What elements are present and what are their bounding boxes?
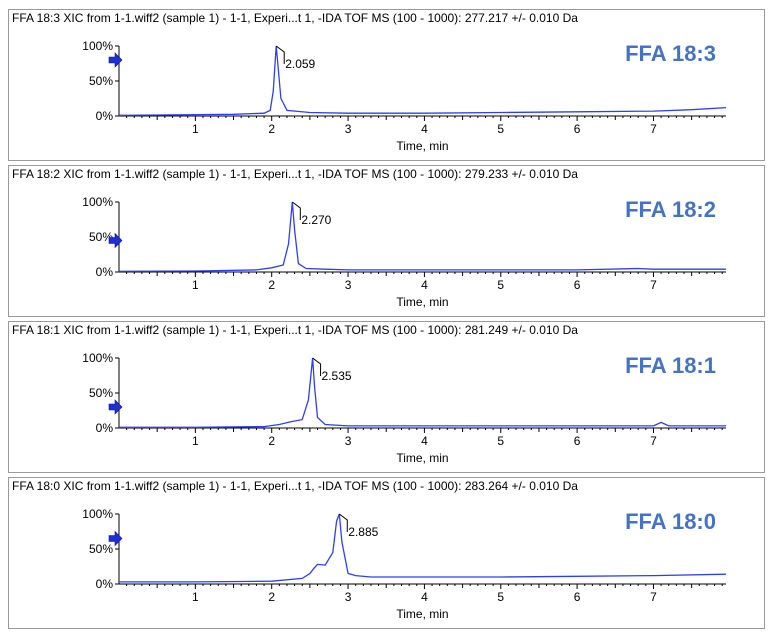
y-tick-label: 50% [89,230,113,244]
x-tick-label: 7 [650,122,657,136]
y-tick-label: 100% [82,39,113,53]
x-tick-label: 3 [345,590,352,604]
x-axis-label: Time, min [396,295,448,309]
y-tick-label: 50% [89,386,113,400]
peak-label: 2.270 [301,213,331,227]
peak-pointer [338,513,348,532]
x-tick-label: 5 [497,590,504,604]
x-tick-label: 2 [268,278,275,292]
chromatogram-panel: FFA 18:2 XIC from 1-1.wiff2 (sample 1) -… [8,165,765,317]
y-tick-label: 0% [96,265,114,279]
y-tick-label: 0% [96,577,114,591]
chart-plot: 1 2 3 4 5 6 7 0% 50% 100% Time, min 2.059 [82,39,727,153]
chromatogram-panel: FFA 18:1 XIC from 1-1.wiff2 (sample 1) -… [8,321,765,473]
x-tick-label: 3 [345,122,352,136]
x-tick-label: 2 [268,434,275,448]
level-marker-arrow-icon [108,399,123,415]
y-tick-label: 100% [82,507,113,521]
xic-trace [119,513,727,583]
x-tick-label: 6 [574,122,581,136]
x-tick-label: 7 [650,434,657,448]
level-marker-arrow-icon [108,530,123,547]
xic-trace [118,45,727,116]
x-tick-label: 1 [192,590,199,604]
peak-label: 2.885 [348,525,378,539]
y-tick-label: 0% [96,109,114,123]
chromatogram-panel: FFA 18:0 XIC from 1-1.wiff2 (sample 1) -… [8,477,765,629]
xic-trace [119,357,726,428]
x-tick-label: 4 [421,278,428,292]
compound-label: FFA 18:1 [625,353,716,378]
x-tick-label: 2 [268,590,275,604]
panel-title: FFA 18:3 XIC from 1-1.wiff2 (sample 1) -… [12,11,578,25]
x-axis-label: Time, min [396,451,448,465]
x-tick-label: 4 [421,434,428,448]
compound-label: FFA 18:0 [625,509,716,534]
x-tick-label: 5 [497,434,504,448]
peak-pointer [312,357,322,376]
x-tick-label: 5 [497,278,504,292]
panel-title: FFA 18:0 XIC from 1-1.wiff2 (sample 1) -… [12,479,578,493]
chart-plot: 1 2 3 4 5 6 7 0% 50% 100% Time, min 2.535 [82,351,726,465]
x-tick-label: 6 [574,590,581,604]
y-tick-label: 100% [82,195,113,209]
x-tick-label: 7 [650,590,657,604]
x-tick-label: 3 [345,434,352,448]
y-tick-label: 100% [82,351,113,365]
x-tick-label: 1 [192,278,199,292]
y-tick-label: 0% [96,421,114,435]
peak-label: 2.535 [322,369,352,383]
x-axis-label: Time, min [396,607,448,621]
peak-pointer [275,45,285,64]
x-tick-label: 4 [421,122,428,136]
peak-label: 2.059 [285,57,315,71]
x-axis-label: Time, min [396,139,448,153]
y-tick-label: 50% [89,542,113,556]
x-tick-label: 6 [574,434,581,448]
panel-title: FFA 18:2 XIC from 1-1.wiff2 (sample 1) -… [12,167,578,181]
level-marker-arrow-icon [108,232,123,249]
x-tick-label: 1 [192,434,199,448]
x-tick-label: 6 [574,278,581,292]
compound-label: FFA 18:2 [625,197,716,222]
peak-pointer [292,201,301,220]
chart-plot: 1 2 3 4 5 6 7 0% 50% 100% Time, min 2.885 [82,507,727,621]
x-tick-label: 4 [421,590,428,604]
x-tick-label: 3 [345,278,352,292]
compound-label: FFA 18:3 [625,41,716,66]
level-marker-arrow-icon [108,52,123,68]
x-tick-label: 1 [192,122,199,136]
xic-trace [118,201,726,272]
x-tick-label: 7 [650,278,657,292]
x-tick-label: 2 [268,122,275,136]
chromatogram-panel: FFA 18:3 XIC from 1-1.wiff2 (sample 1) -… [8,9,765,161]
panel-title: FFA 18:1 XIC from 1-1.wiff2 (sample 1) -… [12,323,578,337]
chart-plot: 1 2 3 4 5 6 7 0% 50% 100% Time, min 2.270 [82,195,726,309]
x-tick-label: 5 [497,122,504,136]
y-tick-label: 50% [89,74,113,88]
